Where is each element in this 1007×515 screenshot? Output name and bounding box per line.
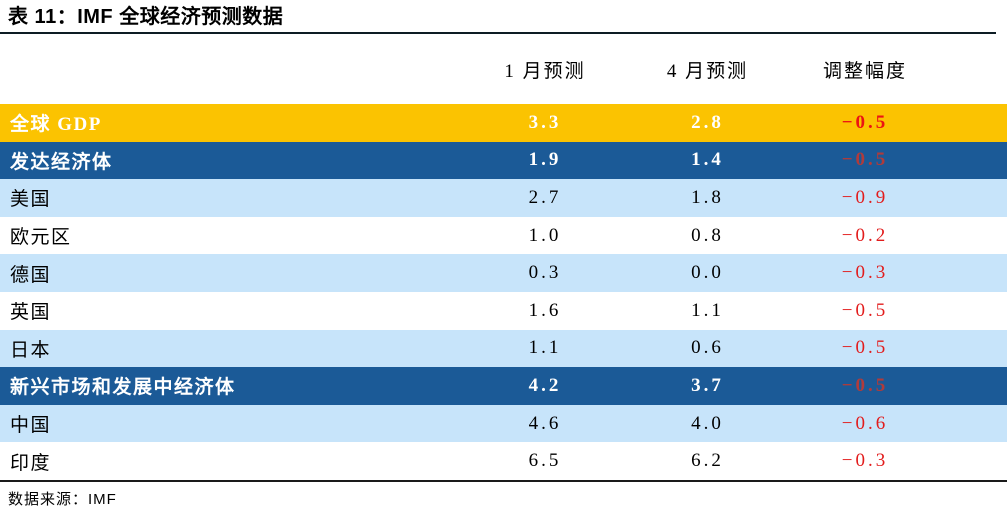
jan-value: 4.2 <box>528 374 562 396</box>
jan-value: 2.7 <box>528 186 562 208</box>
apr-value: 0.8 <box>691 224 724 246</box>
row-label: 印度 <box>10 452 52 474</box>
header-apr-forecast: 4 月预测 <box>666 60 749 82</box>
jan-value: 1.6 <box>528 299 562 321</box>
row-label: 欧元区 <box>10 227 72 249</box>
jan-value: 4.6 <box>528 412 562 434</box>
delta-value: −0.9 <box>841 186 889 208</box>
data-source-note: 数据来源：IMF <box>8 490 117 508</box>
header-empty <box>0 34 460 104</box>
row-label: 英国 <box>10 302 52 324</box>
header-jan-forecast: 1 月预测 <box>504 60 586 82</box>
footer-divider <box>0 479 1007 482</box>
jan-value: 3.3 <box>528 111 562 133</box>
delta-value: −0.5 <box>841 374 889 396</box>
delta-value: −0.5 <box>841 111 889 133</box>
table-row-advanced-economies: 发达经济体 1.9 1.4 −0.5 <box>0 141 1007 180</box>
table-row-eurozone: 欧元区 1.0 0.8 −0.2 <box>0 216 1007 255</box>
delta-value: −0.5 <box>841 149 889 171</box>
apr-value: 4.0 <box>691 412 724 434</box>
jan-value: 1.0 <box>528 224 562 246</box>
delta-value: −0.6 <box>841 412 889 434</box>
table-row-usa: 美国 2.7 1.8 −0.9 <box>0 179 1007 217</box>
delta-value: −0.3 <box>841 450 889 472</box>
delta-value: −0.5 <box>841 299 889 321</box>
apr-value: 2.8 <box>691 111 724 133</box>
row-label: 全球 GDP <box>10 114 102 136</box>
apr-value: 0.0 <box>691 262 724 284</box>
apr-value: 1.8 <box>691 186 724 208</box>
apr-value: 1.1 <box>691 299 724 321</box>
apr-value: 3.7 <box>691 374 724 396</box>
jan-value: 1.1 <box>528 337 562 359</box>
row-label: 美国 <box>10 189 52 211</box>
table-row-uk: 英国 1.6 1.1 −0.5 <box>0 291 1007 330</box>
row-label: 发达经济体 <box>10 151 113 173</box>
jan-value: 6.5 <box>528 450 562 472</box>
table-title: 表 11：IMF 全球经济预测数据 <box>8 6 284 28</box>
imf-forecast-table: 1 月预测 4 月预测 调整幅度 全球 GDP 3.3 2.8 −0.5 发达经… <box>0 34 1007 480</box>
apr-value: 6.2 <box>691 450 724 472</box>
delta-value: −0.5 <box>841 337 889 359</box>
table-row-germany: 德国 0.3 0.0 −0.3 <box>0 254 1007 292</box>
delta-value: −0.2 <box>841 224 889 246</box>
table-row-japan: 日本 1.1 0.6 −0.5 <box>0 329 1007 368</box>
apr-value: 0.6 <box>691 337 724 359</box>
delta-value: −0.3 <box>841 262 889 284</box>
header-adjustment: 调整幅度 <box>822 60 907 82</box>
table-row-emerging-markets: 新兴市场和发展中经济体 4.2 3.7 −0.5 <box>0 367 1007 405</box>
table-row-india: 印度 6.5 6.2 −0.3 <box>0 442 1007 480</box>
title-underline <box>0 32 996 34</box>
row-label: 中国 <box>10 415 52 437</box>
table-row-china: 中国 4.6 4.0 −0.6 <box>0 404 1007 443</box>
jan-value: 0.3 <box>528 262 562 284</box>
jan-value: 1.9 <box>528 149 562 171</box>
row-label: 新兴市场和发展中经济体 <box>10 377 236 399</box>
table-row-global-gdp: 全球 GDP 3.3 2.8 −0.5 <box>0 104 1007 142</box>
row-label: 德国 <box>10 264 52 286</box>
header-row: 1 月预测 4 月预测 调整幅度 <box>0 34 1007 104</box>
apr-value: 1.4 <box>691 149 724 171</box>
row-label: 日本 <box>10 339 52 361</box>
